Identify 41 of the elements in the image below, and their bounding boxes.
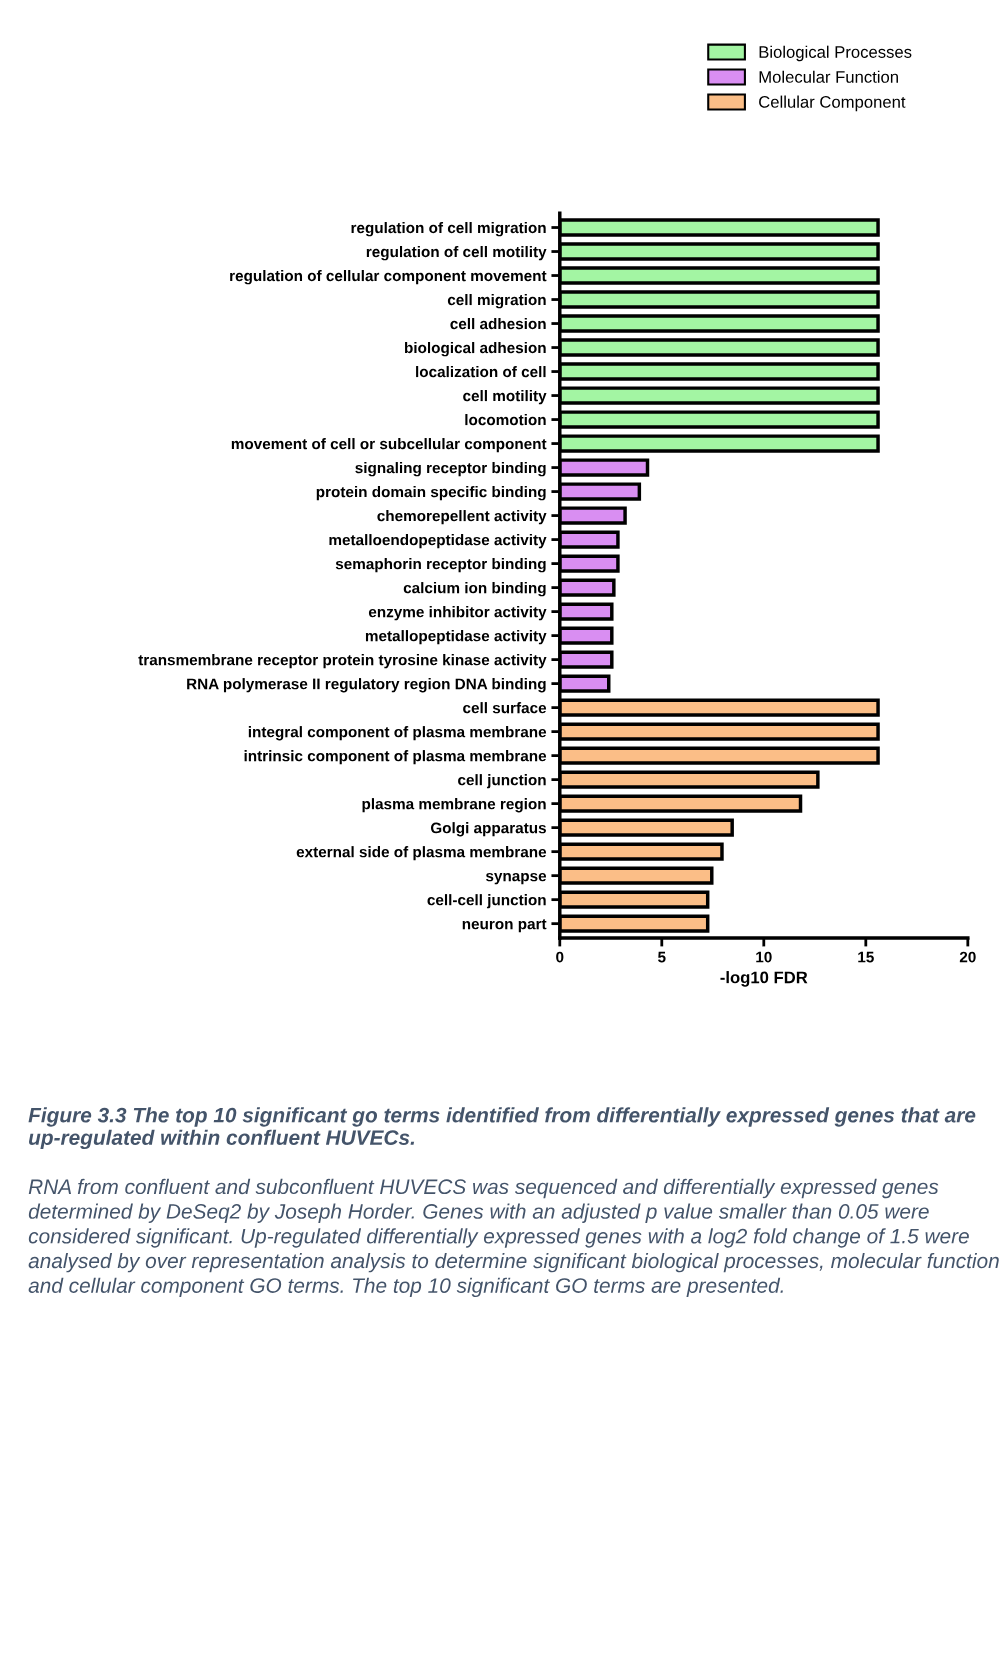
x-tick-label: 0 — [556, 951, 564, 963]
y-tick-label: neuron part — [462, 919, 547, 933]
y-tick-label: enzyme inhibitor activity — [368, 606, 547, 621]
legend-label: Biological Processes — [759, 45, 912, 62]
x-tick-label: 10 — [756, 951, 772, 963]
y-tick-label: integral component of plasma membrane — [248, 726, 547, 741]
y-tick-label: cell surface — [463, 702, 547, 714]
y-tick-label: locomotion — [465, 414, 546, 426]
x-axis-title: -log10 FDR — [720, 971, 808, 987]
y-tick-label: regulation of cell motility — [366, 245, 547, 261]
y-tick-label: cell adhesion — [450, 318, 546, 330]
x-tick-label: 5 — [658, 951, 666, 963]
y-tick-label: chemorepellent activity — [377, 510, 547, 525]
y-tick-label: metallopeptidase activity — [365, 630, 547, 645]
y-tick-label: plasma membrane region — [362, 798, 546, 813]
x-tick-label: 15 — [858, 951, 874, 963]
x-tick-label: 20 — [959, 951, 976, 963]
y-tick-label: signaling receptor binding — [355, 462, 546, 477]
y-tick-label: metalloendopeptidase activity — [329, 534, 547, 549]
y-tick-label: cell-cell junction — [427, 894, 546, 909]
y-tick-label: Golgi apparatus — [430, 822, 546, 837]
y-tick-label: cell migration — [447, 294, 546, 309]
y-tick-label: protein domain specific binding — [316, 486, 546, 501]
y-tick-label: intrinsic component of plasma membrane — [244, 750, 547, 765]
y-tick-label: movement of cell or subcellular component — [231, 438, 547, 453]
y-tick-label: cell junction — [458, 774, 546, 789]
text: RNA from confluent and subconfluent HUVECS was sequenced and differentially expressed genes determined by DeSeq2 by Joseph Horder. Genes with an adjusted p value smaller than 0.05 were considered significant. Up-regulated differentially expressed genes with a log2 fold change of 1.5 were analysed by over representation analysis to determine significant biological processes, molecular function and cellular component GO terms. The top 10 significant GO terms are presented. — [28, 1178, 999, 1298]
y-tick-label: semaphorin receptor binding — [335, 558, 546, 573]
y-tick-label: regulation of cellular component movement — [230, 270, 547, 285]
y-tick-label: biological adhesion — [405, 342, 546, 357]
y-tick-label: cell motility — [463, 390, 547, 405]
y-tick-label: transmembrane receptor protein tyrosine kinase activity — [138, 654, 547, 669]
y-tick-label: RNA polymerase II regulatory region DNA binding — [187, 678, 546, 693]
y-tick-label: localization of cell — [416, 366, 546, 378]
y-tick-label: calcium ion binding — [403, 582, 546, 597]
caption: Figure 3.3 The top 10 significant go terms identified from differentially expressed genes that are up-regulated within confluent HUVECs. — [28, 1107, 976, 1150]
legend-label: Molecular Function — [759, 70, 898, 83]
legend-label: Cellular Component — [759, 95, 906, 112]
y-tick-label: external side of plasma membrane — [296, 846, 547, 861]
y-tick-label: synapse — [485, 872, 547, 885]
y-tick-label: regulation of cell migration — [351, 221, 546, 237]
